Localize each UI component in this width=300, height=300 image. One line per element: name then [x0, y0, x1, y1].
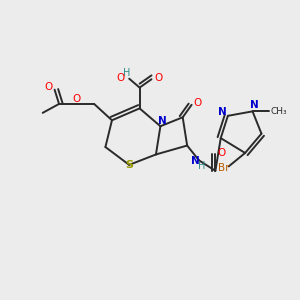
- Text: N: N: [250, 100, 258, 110]
- Text: N: N: [218, 107, 226, 117]
- Text: N: N: [158, 116, 166, 126]
- Text: CH₃: CH₃: [270, 107, 287, 116]
- Text: Br: Br: [218, 163, 229, 173]
- Text: O: O: [116, 73, 124, 83]
- Text: H: H: [198, 161, 206, 171]
- Text: O: O: [44, 82, 53, 92]
- Text: O: O: [218, 148, 226, 158]
- Text: O: O: [194, 98, 202, 108]
- Text: O: O: [73, 94, 81, 103]
- Text: N: N: [191, 156, 200, 166]
- Text: S: S: [125, 160, 133, 170]
- Text: H: H: [122, 68, 130, 78]
- Text: O: O: [154, 73, 162, 83]
